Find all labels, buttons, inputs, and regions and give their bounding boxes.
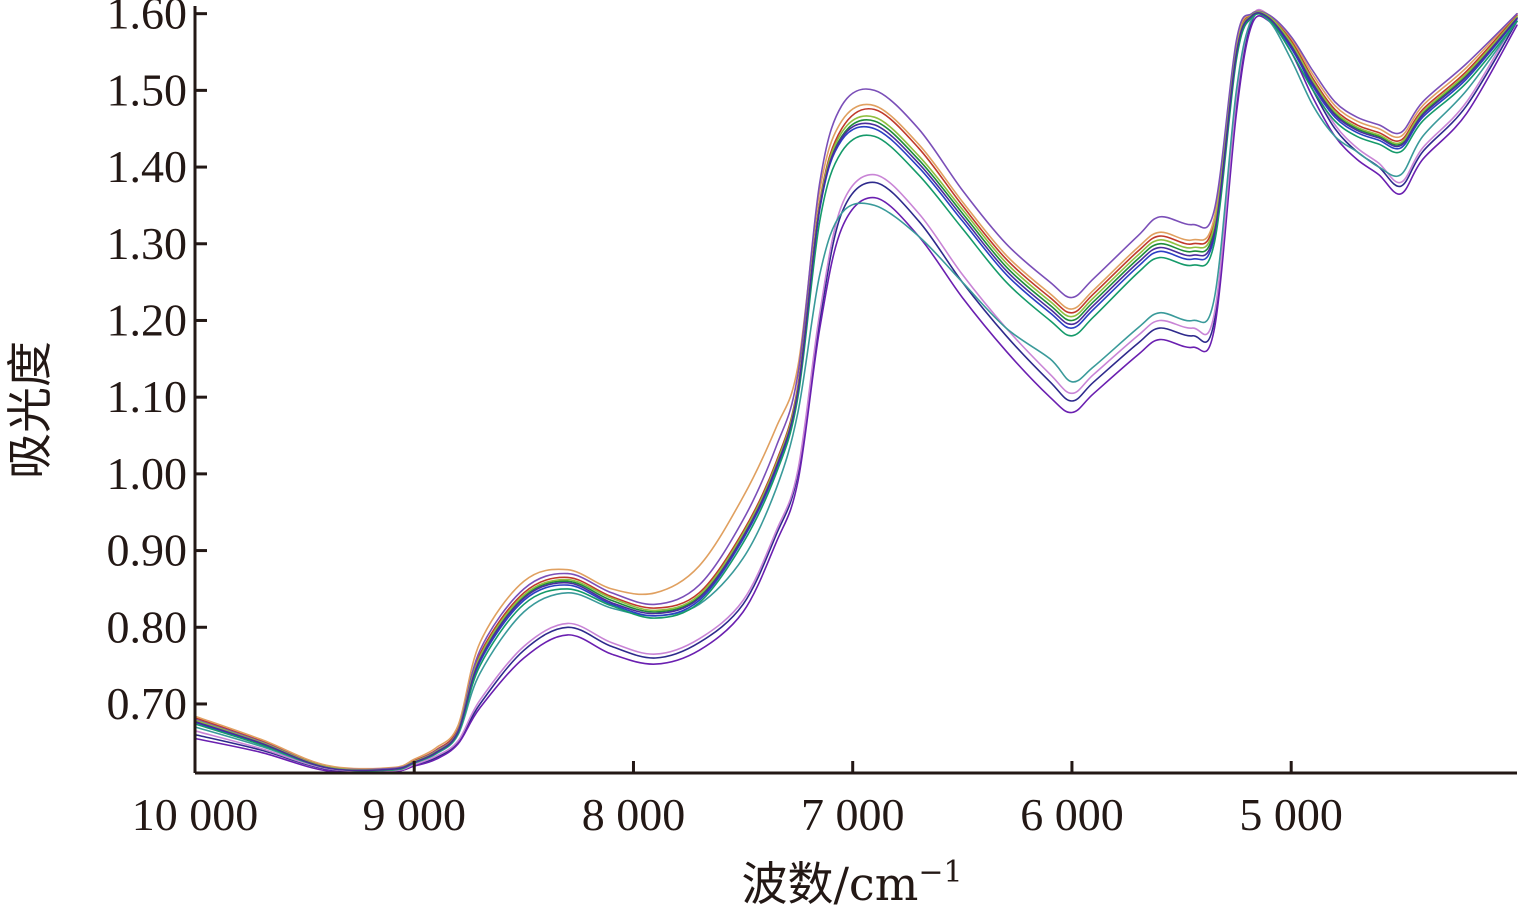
x-axis-title: 波数/cm−1	[741, 855, 962, 911]
y-tick-label: 1.30	[107, 218, 188, 269]
series-line-11	[194, 11, 1518, 771]
y-tick-label: 0.90	[107, 525, 188, 576]
y-tick-label: 1.20	[107, 294, 188, 345]
y-axis-title: 吸光度	[3, 341, 57, 479]
series-line-2	[194, 15, 1518, 774]
series-line-1	[194, 11, 1518, 773]
x-axis-title-superscript: −1	[918, 855, 962, 890]
series-line-6	[194, 12, 1518, 772]
x-tick-label: 10 000	[132, 789, 259, 840]
y-tick-label: 1.50	[107, 64, 188, 115]
y-tick-label: 1.10	[107, 371, 188, 422]
y-tick-label: 0.80	[107, 601, 188, 652]
series-line-3	[194, 8, 1518, 773]
series-line-4	[194, 12, 1518, 772]
y-tick-label: 1.60	[107, 0, 188, 39]
series-line-12	[194, 12, 1518, 772]
x-tick-label: 7 000	[801, 789, 905, 840]
series-layer	[194, 8, 1518, 774]
x-tick-label: 5 000	[1239, 789, 1343, 840]
series-line-8	[194, 10, 1518, 770]
y-tick-label: 1.00	[107, 448, 188, 499]
x-axis-title-text: 波数/cm	[741, 857, 918, 911]
x-tick-label: 9 000	[362, 789, 466, 840]
y-tick-label: 1.40	[107, 141, 188, 192]
series-line-9	[194, 10, 1518, 771]
x-tick-label: 8 000	[582, 789, 686, 840]
axes-layer	[193, 6, 1517, 775]
x-tick-label: 6 000	[1020, 789, 1124, 840]
y-tick-label: 0.70	[107, 678, 188, 729]
series-line-10	[194, 13, 1518, 772]
labels-layer: 波数/cm−1 吸光度 0.70 0.80 0.90 1.00 1.10 1.20 1.30…	[3, 0, 1343, 911]
